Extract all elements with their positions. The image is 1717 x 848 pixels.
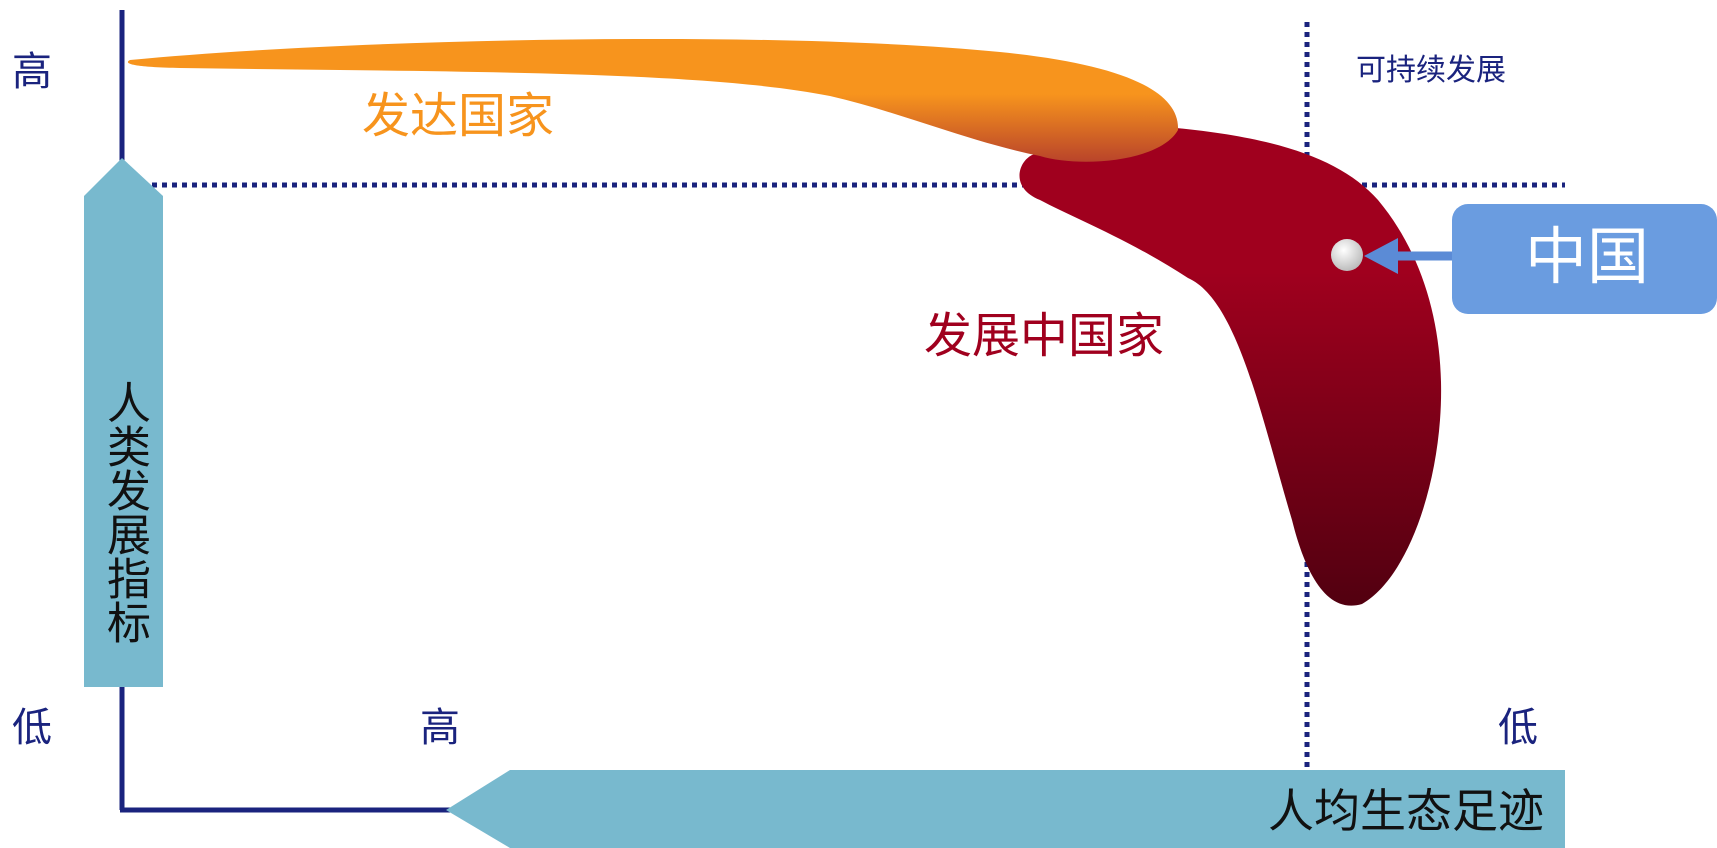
y-axis-title: 人类发展指标 — [99, 380, 150, 644]
developed-countries-region — [127, 38, 1179, 162]
x-axis-high-label: 高 — [420, 705, 460, 751]
x-axis-title: 人均生态足迹 — [1268, 784, 1544, 838]
x-axis-low-label: 低 — [1498, 705, 1538, 751]
china-callout-box — [1452, 204, 1717, 314]
developing-countries-region — [1019, 128, 1442, 606]
china-point-marker — [1331, 239, 1363, 271]
developing-countries-label: 发展中国家 — [924, 308, 1165, 364]
y-axis-high-label: 高 — [12, 49, 52, 95]
footprint-axis-arrow — [446, 770, 1565, 848]
china-callout-arrowhead — [1364, 238, 1398, 274]
china-callout-label: 中国 — [1525, 220, 1650, 293]
sustainable-development-label: 可持续发展 — [1356, 53, 1506, 88]
developed-countries-label: 发达国家 — [362, 88, 555, 144]
y-axis-low-label: 低 — [12, 705, 52, 751]
hdi-axis-arrow — [84, 158, 163, 687]
